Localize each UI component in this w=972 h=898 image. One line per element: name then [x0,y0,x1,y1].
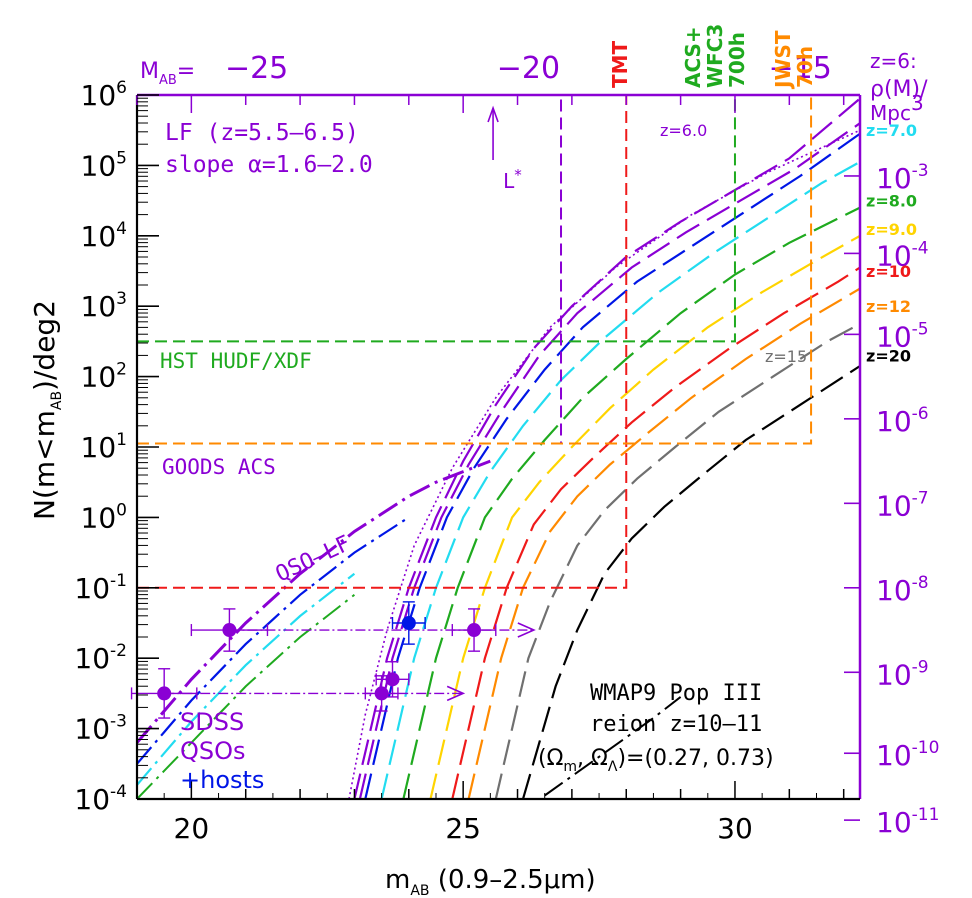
lf-label-1: LF (z=5.5–6.5) [165,120,359,146]
top-tick-label: −25 [225,51,288,86]
top-axis-title: MAB= [140,59,195,88]
right-tick-label: 10-11 [876,805,939,839]
series-line-z=6.5 [364,132,860,799]
y-tick-label: 10-1 [74,571,127,605]
sdss-label-3: +hosts [180,766,264,794]
right-tick-label: 10-4 [876,238,929,272]
acs-label-3: 700h [725,32,749,88]
y-axis-title: N(m<mAB)/deg2 [28,300,65,520]
series-line-z=7.0 [380,160,860,799]
acs-label-2: WFC3 [703,24,727,88]
survey-limit-jwst-70h [137,95,813,445]
series-line-z=15 [494,322,860,799]
hst-label: HST HUDF/XDF [160,349,312,373]
survey-limit-tmt [137,95,628,589]
qso-point-0 [157,686,172,701]
wmap-label-2: reion z=10–11 [590,712,762,737]
redshift-label-90: z=9.0 [866,220,917,239]
right-tick-label: 10-3 [876,161,929,195]
plot-area [137,95,860,799]
z15-label: z=15 [765,347,807,366]
y-tick-label: 10-2 [74,641,127,675]
redshift-label-12: z=12 [866,297,911,316]
goods-label: GOODS ACS [162,455,276,479]
x-axis-title: mAB (0.9–2.5μm) [385,865,596,898]
right-tick-label: 10-8 [876,573,929,607]
top-tick-label: −15 [769,51,832,86]
y-tick-label: 100 [81,500,127,534]
lstar-arrow-head [487,105,499,123]
series-line-z=20 [521,365,860,799]
qso-lf-cyan-line [137,572,356,786]
qso-arrow-head [446,685,466,702]
series-line-z=6.0b [358,122,860,799]
pop3-line [544,696,682,797]
right-tick-label: 10-7 [876,488,929,522]
jwst-label-1: JWST [771,30,795,90]
z6-label: z=6.0 [660,121,707,140]
wmap-label-1: WMAP9 Pop III [590,681,762,706]
qso-lf-line [137,459,491,744]
lf-label-2: slope α=1.6–2.0 [165,152,373,178]
redshift-label-20: z=20 [866,346,911,365]
x-tick-label: 20 [174,812,210,845]
wmap-label-3: (Ωm, ΩΛ)=(0.27, 0.73) [538,746,774,775]
qso-point-3 [385,672,400,687]
x-tick-label: 30 [717,812,753,845]
jwst-label-2: 70h [793,46,817,88]
y-tick-label: 10-4 [74,782,127,816]
acs-label-1: ACS+ [681,26,705,88]
series-line-z=9.0 [429,234,860,799]
z6-dotted-line [348,129,860,799]
top-tick-label: −20 [497,51,560,86]
right-axis-title-2: ρ(M)/ [870,77,928,102]
redshift-label-70: z=7.0 [866,121,917,140]
sdss-label-1: SDSS [180,708,244,736]
y-tick-label: 104 [81,219,127,253]
right-tick-label: 10-6 [876,404,929,438]
series-line-z=8.0 [402,206,860,799]
redshift-label-10: z=10 [866,262,911,281]
redshift-label-80: z=8.0 [866,192,917,211]
x-tick-label: 25 [445,812,481,845]
y-tick-label: 101 [81,430,127,464]
y-tick-label: 106 [81,78,127,112]
chart-marks [130,105,536,719]
y-tick-label: 102 [81,360,127,394]
y-tick-label: 105 [81,148,127,182]
right-axis-title-1: z=6: [870,49,917,73]
qso-point-1 [222,623,237,638]
survey-limit-hst-hudf-xdf [137,95,736,343]
qso-point-5 [467,623,482,638]
qso-lf-label: QSO–LF [272,531,355,587]
right-tick-label: 10-9 [876,657,929,691]
right-tick-label: 10-5 [876,319,929,353]
survey-limit-goods-acs [137,95,563,445]
qso-point-2 [374,686,389,701]
right-tick-label: 10-10 [876,738,939,772]
y-tick-label: 10-3 [74,712,127,746]
qso-arrow-head [517,622,536,638]
series-line-z=10 [451,266,860,799]
qso-lf-blue-line [137,516,410,765]
plot-frame [135,93,862,821]
lstar-label: L* [503,166,522,193]
sdss-label-2: QSOs [180,737,246,765]
qso-point-4 [401,616,416,630]
chart-labels: 20 25 30 10-4 10-3 10-2 10-1 100 101 102 103 104 105… [28,24,939,898]
tmt-label: TMT [608,40,632,88]
y-tick-label: 103 [81,289,127,323]
right-axis-title-3: Mpc3 [870,91,924,125]
qso-lf-green-line [137,594,356,799]
